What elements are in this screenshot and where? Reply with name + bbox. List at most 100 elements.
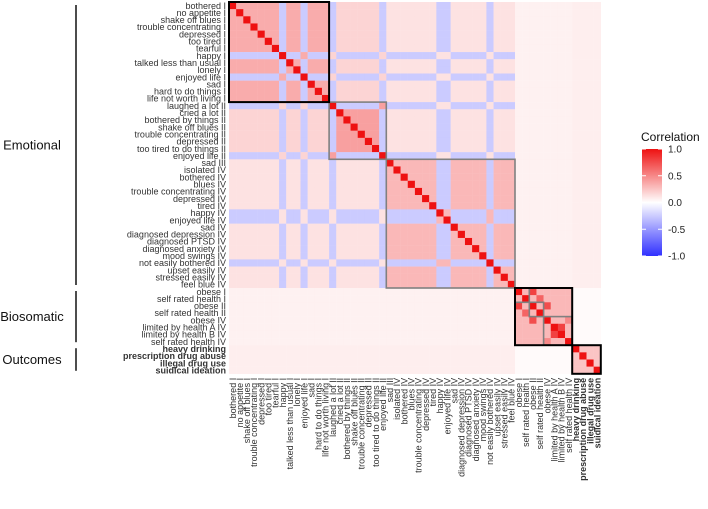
heatmap-cell — [407, 259, 416, 267]
heatmap-cell — [286, 359, 294, 367]
heatmap-cell — [279, 137, 287, 146]
heatmap-cell — [236, 338, 244, 346]
heatmap-cell — [236, 359, 244, 367]
heatmap-cell — [507, 338, 516, 346]
heatmap-cell — [364, 52, 373, 60]
heatmap-cell — [450, 159, 458, 167]
heatmap-cell — [386, 359, 394, 367]
heatmap-cell — [472, 259, 480, 267]
heatmap-cell — [464, 44, 473, 53]
column-label: depressed I — [256, 378, 266, 425]
heatmap-cell — [400, 202, 408, 210]
heatmap-cell — [414, 137, 423, 146]
heatmap-cell — [314, 230, 323, 239]
heatmap-cell — [515, 145, 523, 153]
heatmap-cell — [364, 366, 373, 374]
heatmap-cell — [264, 59, 273, 67]
heatmap-cell — [557, 309, 566, 317]
heatmap-cell — [329, 73, 337, 81]
heatmap-cell — [379, 23, 387, 31]
heatmap-cell — [422, 180, 430, 189]
heatmap-cell — [343, 137, 351, 146]
heatmap-cell — [429, 52, 437, 60]
heatmap-cell — [486, 273, 494, 282]
heatmap-cell — [257, 145, 265, 153]
heatmap-cell — [393, 202, 401, 210]
heatmap-cell — [565, 159, 573, 167]
heatmap-cell — [350, 338, 358, 346]
heatmap-cell — [436, 202, 444, 210]
heatmap-cell — [393, 330, 401, 339]
heatmap-cell — [243, 37, 251, 46]
heatmap-cell — [579, 366, 587, 374]
heatmap-cell — [522, 30, 530, 38]
heatmap-cell — [500, 102, 509, 110]
heatmap-cell — [257, 102, 265, 110]
heatmap-cell — [522, 252, 530, 260]
heatmap-cell — [300, 288, 308, 296]
heatmap-cell — [557, 152, 566, 160]
heatmap-cell — [271, 73, 280, 81]
heatmap-cell — [572, 359, 580, 367]
heatmap-cell — [314, 37, 323, 46]
heatmap-cell — [486, 94, 494, 103]
heatmap-cell — [279, 302, 287, 310]
heatmap-cell — [364, 2, 373, 10]
column-label: happy I — [278, 378, 288, 408]
heatmap-cell — [264, 330, 273, 339]
heatmap-cell — [486, 102, 494, 110]
heatmap-cell — [250, 209, 258, 217]
heatmap-cell — [250, 16, 258, 24]
heatmap-cell — [271, 37, 280, 46]
heatmap-cell — [379, 37, 387, 46]
heatmap-cell — [422, 195, 430, 203]
heatmap-cell — [472, 2, 480, 10]
heatmap-cell — [293, 94, 301, 103]
heatmap-cell — [457, 259, 466, 267]
heatmap-cell — [364, 259, 373, 267]
heatmap-cell — [293, 44, 301, 53]
heatmap-cell — [500, 338, 509, 346]
heatmap-cell — [357, 52, 366, 60]
heatmap-cell — [522, 259, 530, 267]
heatmap-cell — [329, 52, 337, 60]
row-label: talked less than usual I — [134, 58, 226, 68]
heatmap-cell — [450, 173, 458, 181]
heatmap-cell — [329, 123, 337, 131]
heatmap-cell — [350, 316, 358, 324]
heatmap-cell — [264, 216, 273, 224]
heatmap-cell — [565, 345, 573, 353]
heatmap-cell — [557, 180, 566, 189]
heatmap-cell — [286, 173, 294, 181]
heatmap-cell — [236, 223, 244, 231]
heatmap-cell — [279, 23, 287, 31]
heatmap-cell — [593, 230, 601, 239]
heatmap-cell — [493, 316, 501, 324]
heatmap-cell — [507, 266, 516, 274]
heatmap-cell — [515, 352, 523, 360]
heatmap-cell — [464, 9, 473, 17]
heatmap-cell — [493, 266, 501, 274]
heatmap-cell — [307, 116, 315, 124]
row-label: depressed I — [179, 29, 226, 39]
heatmap-cell — [386, 59, 394, 67]
heatmap-cell — [565, 152, 573, 160]
column-label: happy IV — [435, 378, 445, 414]
heatmap-cell — [350, 366, 358, 374]
heatmap-cell — [450, 94, 458, 103]
heatmap-cell — [579, 288, 587, 296]
heatmap-cell — [436, 152, 444, 160]
heatmap-cell — [293, 338, 301, 346]
heatmap-cell — [314, 30, 323, 38]
heatmap-cell — [472, 73, 480, 81]
column-label: too tired to do things II — [371, 378, 381, 467]
heatmap-cell — [271, 266, 280, 274]
heatmap-cell — [364, 130, 373, 139]
heatmap-cell — [414, 230, 423, 239]
heatmap-cell — [479, 173, 487, 181]
heatmap-cell — [429, 59, 437, 67]
heatmap-cell — [457, 345, 466, 353]
heatmap-cell — [579, 352, 587, 360]
heatmap-cell — [386, 159, 394, 167]
heatmap-cell — [364, 209, 373, 217]
